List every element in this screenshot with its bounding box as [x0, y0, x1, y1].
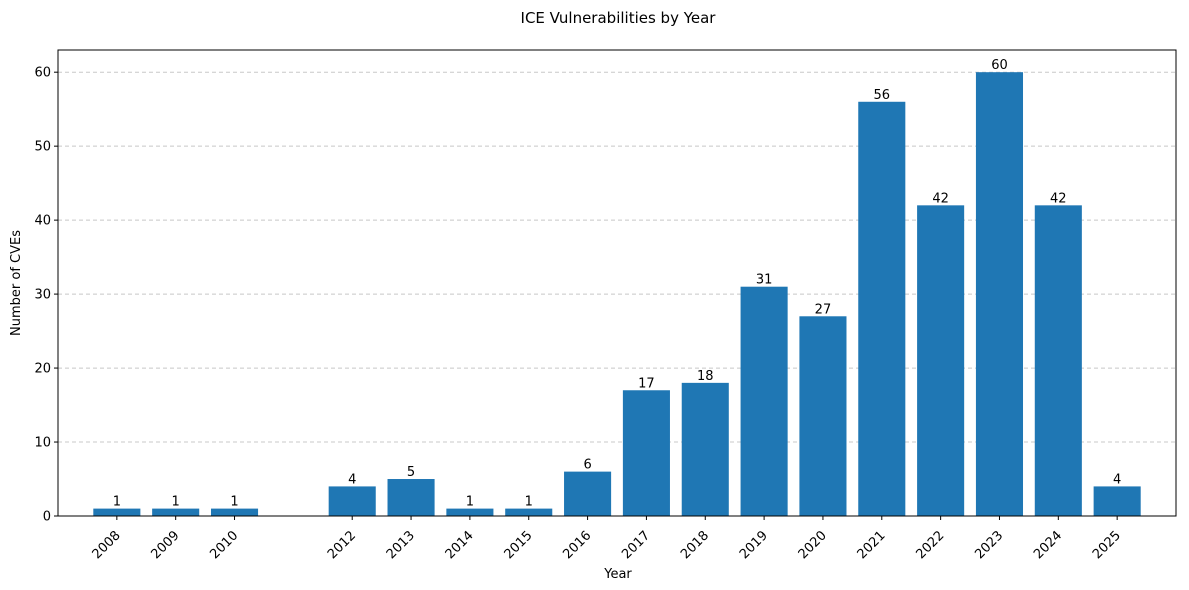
- bar-2019: [740, 286, 788, 516]
- bar-2009: [152, 508, 200, 516]
- bar-value-label: 18: [697, 369, 714, 384]
- bar-2022: [917, 205, 965, 517]
- bar-2013: [387, 479, 435, 516]
- x-tick-label: 2021: [855, 528, 889, 562]
- y-tick-label: 0: [43, 510, 51, 525]
- bar-2023: [975, 72, 1024, 516]
- y-tick-label: 10: [34, 436, 51, 451]
- bar-2012: [328, 486, 376, 516]
- x-tick-label: 2018: [678, 528, 712, 562]
- x-axis-label: Year: [603, 567, 632, 582]
- x-tick-label: 2024: [1031, 528, 1065, 562]
- bar-value-label: 27: [815, 302, 832, 317]
- bar-2008: [93, 508, 141, 516]
- bar-2021: [858, 101, 906, 517]
- y-axis-label: Number of CVEs: [9, 230, 24, 336]
- x-tick-label: 2013: [384, 528, 418, 562]
- y-tick-label: 60: [34, 66, 51, 81]
- x-tick-label: 2023: [972, 528, 1006, 562]
- bar-value-label: 5: [407, 465, 415, 480]
- x-tick-label: 2010: [207, 528, 241, 562]
- bar-value-label: 1: [113, 495, 121, 510]
- x-tick-label: 2020: [796, 528, 830, 562]
- bars: [93, 72, 1141, 517]
- bar-value-label: 42: [932, 191, 949, 206]
- x-tick-label: 2016: [560, 528, 594, 562]
- bar-value-label: 31: [756, 273, 773, 288]
- bar-value-label: 6: [583, 458, 591, 473]
- y-tick-label: 20: [34, 362, 51, 377]
- x-tick-label: 2012: [325, 528, 359, 562]
- y-tick-label: 30: [34, 288, 51, 303]
- chart-title: ICE Vulnerabilities by Year: [521, 9, 717, 27]
- bar-value-label: 1: [230, 495, 238, 510]
- bar-value-label: 17: [638, 376, 655, 391]
- x-tick-label: 2019: [737, 528, 771, 562]
- bar-2015: [505, 508, 553, 516]
- x-tick-label: 2008: [90, 528, 124, 562]
- x-tick-label: 2009: [149, 528, 183, 562]
- bar-value-label: 56: [874, 88, 891, 103]
- bar-2016: [564, 471, 612, 516]
- bar-value-label: 1: [525, 495, 533, 510]
- x-axis-ticks: 2008 2009 2010 2012 2013 2014 2015 2016 2017 2018…: [90, 516, 1124, 562]
- bar-2017: [622, 390, 670, 516]
- bar-2024: [1034, 205, 1082, 517]
- y-tick-label: 50: [34, 140, 51, 155]
- bar-value-label: 1: [172, 495, 180, 510]
- bar-2020: [799, 316, 847, 516]
- x-tick-label: 2017: [619, 528, 653, 562]
- x-tick-label: 2025: [1090, 528, 1124, 562]
- plot-frame: [57, 49, 1177, 517]
- bar-2014: [446, 508, 494, 516]
- bar-value-label: 60: [991, 58, 1008, 73]
- y-tick-label: 40: [34, 214, 51, 229]
- bar-value-label: 4: [348, 472, 356, 487]
- bar-2025: [1093, 486, 1141, 516]
- bar-value-label: 4: [1113, 472, 1121, 487]
- x-tick-label: 2022: [913, 528, 947, 562]
- y-axis-ticks: 0 10 20 30 40 50 60: [34, 66, 58, 525]
- bar-2010: [210, 508, 259, 516]
- bar-2018: [681, 382, 729, 516]
- x-tick-label: 2014: [443, 528, 477, 562]
- x-tick-label: 2015: [502, 528, 536, 562]
- bar-value-label: 1: [466, 495, 474, 510]
- bar-value-label: 42: [1050, 191, 1067, 206]
